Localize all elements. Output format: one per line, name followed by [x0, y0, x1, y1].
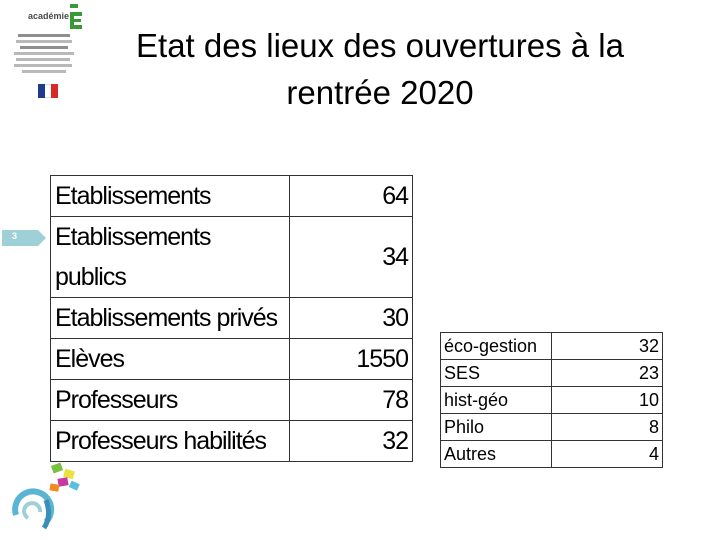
table-row: éco-gestion 32	[440, 332, 663, 360]
table-row: Autres 4	[440, 440, 663, 468]
title-line-2: rentrée 2020	[286, 74, 474, 111]
row-value: 78	[289, 379, 413, 421]
subject-label: éco-gestion	[440, 332, 552, 360]
academie-word: académie	[28, 11, 70, 21]
row-label: Etablissements privés	[50, 297, 290, 339]
subject-label: SES	[440, 359, 552, 387]
academie-e-mark-icon	[70, 4, 82, 29]
row-value: 34	[289, 216, 413, 298]
decorative-swirl-logo-icon	[12, 462, 80, 530]
academie-wordmark: académie	[28, 4, 88, 32]
row-label: Etablissements	[50, 175, 290, 217]
subject-label: Autres	[440, 440, 552, 468]
table-row: SES 23	[440, 359, 663, 387]
table-row: Philo 8	[440, 413, 663, 441]
title-line-1: Etat des lieux des ouvertures à la	[136, 27, 624, 64]
row-value: 1550	[289, 338, 413, 380]
arrow-marker-icon	[2, 230, 46, 246]
row-value: 32	[289, 420, 413, 462]
subject-table: éco-gestion 32 SES 23 hist-géo 10 Philo …	[440, 332, 663, 468]
table-row: Professeurs 78	[50, 379, 413, 421]
table-row: Etablissements 64	[50, 175, 413, 217]
page-title: Etat des lieux des ouvertures à la rentr…	[60, 22, 700, 116]
subject-value: 32	[551, 332, 663, 360]
table-row: Etablissements privés 30	[50, 297, 413, 339]
french-flag-icon	[38, 84, 59, 98]
slide-number-marker: 3	[2, 228, 48, 248]
row-label: Professeurs	[50, 379, 290, 421]
statistics-table: Etablissements 64 Etablissements publics…	[50, 175, 413, 462]
ministry-text-lines	[10, 34, 76, 76]
slide-number: 3	[12, 231, 18, 241]
subject-value: 8	[551, 413, 663, 441]
subject-value: 23	[551, 359, 663, 387]
table-row: hist-géo 10	[440, 386, 663, 414]
table-row: Etablissements publics 34	[50, 216, 413, 298]
row-label: Etablissements publics	[50, 216, 290, 298]
table-row: Professeurs habilités 32	[50, 420, 413, 462]
row-value: 30	[289, 297, 413, 339]
subject-label: Philo	[440, 413, 552, 441]
subject-value: 4	[551, 440, 663, 468]
row-value: 64	[289, 175, 413, 217]
subject-label: hist-géo	[440, 386, 552, 414]
subject-value: 10	[551, 386, 663, 414]
table-row: Elèves 1550	[50, 338, 413, 380]
row-label: Elèves	[50, 338, 290, 380]
row-label: Professeurs habilités	[50, 420, 290, 462]
academie-logo: académie	[10, 4, 82, 100]
